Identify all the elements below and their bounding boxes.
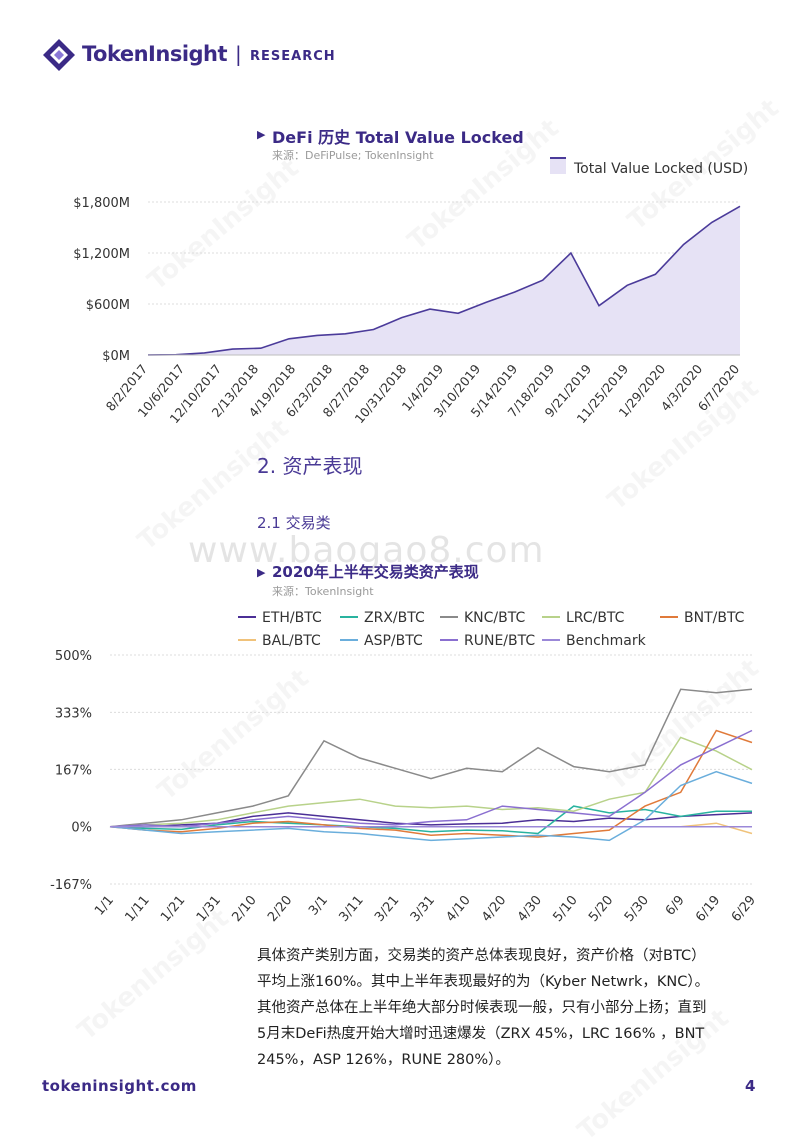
legend-label: Total Value Locked (USD) [573,161,748,177]
legend-label: Benchmark [566,633,647,649]
brand-name: TokenInsight [82,42,228,66]
brand-separator: | [235,42,242,66]
perf-chart-title: 2020年上半年交易类资产表现 [272,563,479,581]
performance-chart: -167% 0% 167% 333% 500% ETH/BTC ZRX/BTC KNC/BTC… [50,610,759,925]
x-tick-label: 6/19 [693,893,723,925]
paragraph-line: 具体资产类别方面，交易类的资产总体表现良好，资产价格（对BTC） [257,948,706,964]
x-tick-label: 1/31 [194,893,224,925]
series-line [109,805,752,835]
x-tick-label: 6/9 [663,893,688,919]
tvl-chart-title: DeFi 历史 Total Value Locked [272,128,524,147]
x-tick-label: 1/21 [158,893,188,925]
legend-label: RUNE/BTC [464,633,535,649]
tvl-area [148,206,740,355]
series-line [109,770,753,842]
y-tick-label: 0% [71,821,92,836]
tvl-line [147,205,741,356]
series-line [109,729,753,828]
y-tick-label: $600M [86,298,130,313]
x-tick-label: 5/20 [586,893,616,925]
x-tick-label: 5/10 [550,893,580,925]
triangle-bullet-icon: ▶ [257,566,266,579]
series-line [109,729,753,838]
legend-label: ASP/BTC [364,633,423,649]
paragraph-line: 其他资产总体在上半年绝大部分时候表现一般，只有小部分上扬；直到 [257,1000,707,1016]
logo-mark [42,38,76,76]
site-watermark: www.baogao8.com [188,530,545,571]
page-number: 4 [745,1077,756,1095]
y-tick-label: 333% [55,706,92,721]
x-tick-label: 2/20 [265,893,295,925]
legend-label: LRC/BTC [566,610,625,626]
y-tick-label: 167% [55,763,92,778]
legend-label: KNC/BTC [464,610,525,626]
footer-url[interactable]: tokeninsight.com [42,1077,197,1095]
legend-label: ZRX/BTC [364,610,425,626]
y-tick-label: $1,800M [73,196,130,211]
subsection-heading: 2.1 交易类 [257,514,331,532]
x-tick-label: 3/31 [408,893,438,925]
paragraph-line: 5月末DeFi热度开始大增时迅速爆发（ZRX 45%，LRC 166% ，BNT [257,1026,705,1042]
x-tick-label: 3/21 [372,893,402,925]
y-tick-label: -167% [50,878,92,893]
y-tick-label: 500% [55,649,92,664]
section-heading: 2. 资产表现 [257,454,363,478]
tokeninsight-logo-icon [43,39,75,71]
triangle-bullet-icon: ▶ [257,128,266,141]
y-tick-label: $1,200M [73,247,130,262]
legend-label: BNT/BTC [684,610,745,626]
paragraph-line: 平均上涨160%。其中上半年表现最好的为（Kyber Netwrk，KNC）。 [257,974,710,990]
tvl-chart: $0M$600M$1,200M$1,800M8/2/201710/6/20171… [73,157,748,426]
x-tick-label: 4/30 [515,893,545,925]
x-tick-label: 5/30 [622,893,652,925]
paragraph-line: 245%，ASP 126%，RUNE 280%）。 [257,1052,510,1068]
x-tick-label: 6/29 [729,893,759,925]
x-tick-label: 3/1 [306,893,331,919]
series-line [109,688,753,828]
x-tick-label: 3/11 [336,893,366,925]
tvl-chart-source: 来源：DeFiPulse; TokenInsight [272,149,434,162]
legend-swatch [550,158,566,174]
legend-label: ETH/BTC [262,610,322,626]
x-tick-label: 1/1 [92,893,117,919]
x-tick-label: 4/10 [443,893,473,925]
x-tick-label: 4/20 [479,893,509,925]
y-tick-label: $0M [102,349,130,364]
body-paragraph: 具体资产类别方面，交易类的资产总体表现良好，资产价格（对BTC） 平均上涨160… [257,943,767,1073]
x-tick-label: 1/11 [122,893,152,925]
x-tick-label: 2/10 [229,893,259,925]
section-label: RESEARCH [250,49,336,64]
series-line [109,736,753,828]
perf-chart-source: 来源：TokenInsight [272,585,374,598]
legend-label: BAL/BTC [262,633,321,649]
